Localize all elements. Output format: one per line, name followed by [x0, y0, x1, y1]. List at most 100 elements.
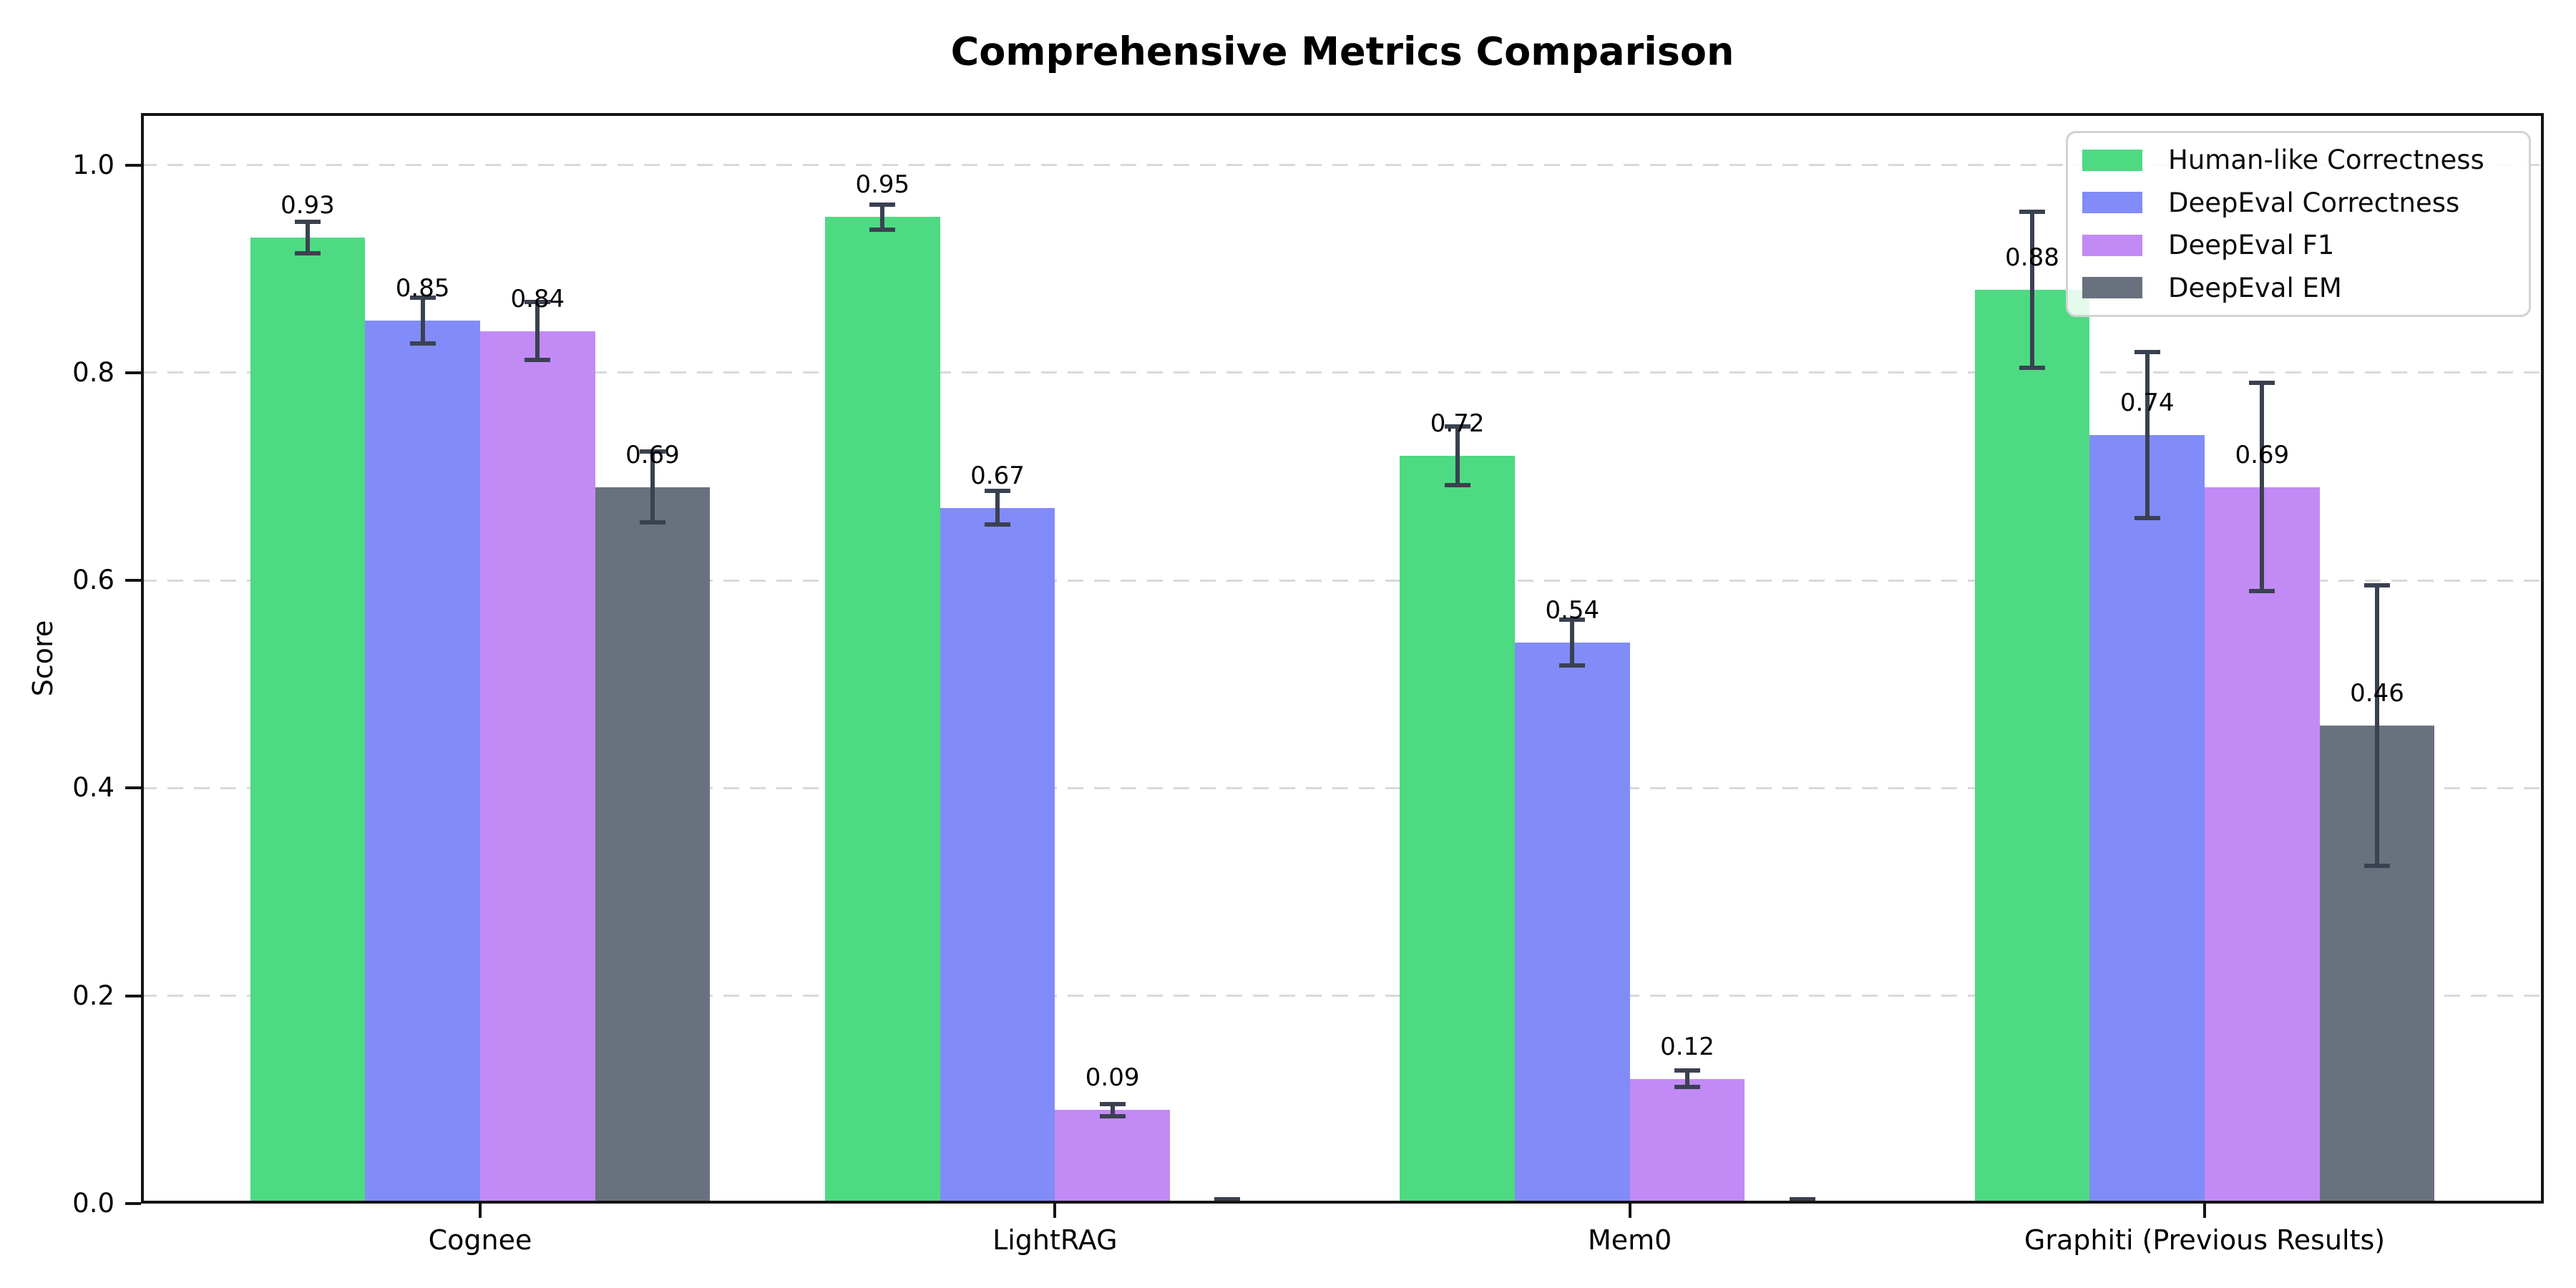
bar [250, 238, 366, 1204]
bar-value-label: 0.84 [510, 284, 565, 313]
bar [940, 507, 1055, 1204]
plot-area: 0.93 0.85 0.84 0.69 0.95 0.67 0.09 0.72 0.54 0.12… [141, 113, 2544, 1204]
y-tick-label: 0.6 [72, 565, 114, 596]
error-bar-cap-bottom [2249, 588, 2275, 593]
legend-swatch [2082, 277, 2142, 299]
y-tick-label: 0.0 [72, 1188, 114, 1219]
bar [365, 321, 480, 1204]
error-bar-cap-bottom [2134, 516, 2160, 521]
top-spine [141, 113, 2544, 116]
bar [595, 487, 711, 1204]
error-bar-cap-bottom [1674, 1085, 1700, 1090]
bar [2205, 487, 2320, 1204]
error-bar-cap-bottom [294, 250, 321, 255]
bar-value-label: 0.93 [280, 191, 335, 220]
bar-value-label: 0.74 [2119, 388, 2175, 417]
gridline [141, 786, 2544, 789]
error-bar-cap-top [2019, 209, 2046, 214]
bar [1515, 643, 1630, 1204]
bar [479, 331, 595, 1204]
x-tick-mark [2203, 1204, 2207, 1218]
y-tick-mark [125, 786, 141, 790]
error-bar-line [305, 222, 310, 253]
y-axis-label: Score [27, 620, 59, 697]
error-bar-cap-top [2364, 583, 2391, 588]
error-bar-line [995, 491, 1000, 525]
bar-value-label: 0.69 [625, 440, 680, 469]
y-tick-mark [125, 579, 141, 582]
legend-swatch [2082, 192, 2142, 214]
bar-value-label: 0.69 [2235, 440, 2290, 469]
error-bar-line [2030, 211, 2035, 368]
error-bar-cap-bottom [1559, 663, 1586, 668]
chart-title: Comprehensive Metrics Comparison [950, 29, 1735, 74]
bar-value-label: 0.95 [855, 170, 910, 200]
error-bar-cap-top [525, 300, 551, 305]
x-tick-label: Cognee [428, 1224, 532, 1256]
bar-value-label: 0.46 [2350, 679, 2404, 708]
error-bar-cap-bottom [869, 227, 896, 232]
legend-item: DeepEval F1 [2068, 230, 2529, 260]
error-bar-cap-top [639, 449, 665, 454]
y-tick-label: 1.0 [72, 149, 114, 180]
legend-item: DeepEval EM [2068, 273, 2529, 303]
legend-item: Human-like Correctness [2068, 145, 2529, 175]
y-tick-mark [125, 1202, 141, 1205]
legend-label: Human-like Correctness [2168, 145, 2484, 176]
error-bar-cap-bottom [639, 519, 665, 525]
bar-value-label: 0.88 [2005, 243, 2059, 272]
gridline [141, 371, 2544, 374]
y-tick-label: 0.8 [72, 356, 114, 388]
error-bar-cap-top [1559, 618, 1586, 623]
error-bar-line [1570, 620, 1575, 666]
error-bar-cap-bottom [2019, 365, 2046, 370]
x-tick-label: LightRAG [992, 1224, 1118, 1256]
error-bar-cap-bottom [525, 358, 551, 363]
left-spine [141, 113, 144, 1204]
error-bar-cap-bottom [2364, 864, 2391, 869]
error-bar-line [1455, 426, 1460, 485]
bar [824, 217, 940, 1204]
y-tick-mark [125, 163, 141, 167]
legend-label: DeepEval Correctness [2168, 187, 2460, 218]
bar [1974, 289, 2090, 1204]
x-tick-mark [1053, 1204, 1057, 1218]
y-tick-label: 0.4 [72, 772, 114, 804]
error-bar-line [2260, 383, 2265, 591]
error-bar-cap-top [1099, 1101, 1126, 1106]
y-tick-mark [125, 371, 141, 374]
error-bar-line [1110, 1103, 1115, 1117]
legend-swatch [2082, 234, 2142, 256]
error-bar-cap-bottom [984, 522, 1010, 527]
error-bar-cap-top [1674, 1068, 1700, 1073]
bar [2089, 434, 2205, 1204]
error-bar-cap-top [409, 296, 436, 301]
error-bar-cap-top [1214, 1197, 1241, 1202]
x-tick-label: Mem0 [1587, 1224, 1672, 1256]
legend: Human-like Correctness DeepEval Correctne… [2066, 131, 2531, 317]
gridline [141, 164, 2544, 167]
error-bar-cap-top [2134, 349, 2160, 354]
bar-value-label: 0.12 [1660, 1032, 1714, 1061]
error-bar-cap-bottom [1099, 1114, 1126, 1119]
legend-item: DeepEval Correctness [2068, 187, 2529, 218]
x-tick-label: Graphiti (Previous Results) [2024, 1224, 2386, 1256]
right-spine [2541, 113, 2544, 1204]
y-tick-mark [125, 994, 141, 997]
bar-value-label: 0.67 [970, 461, 1025, 490]
bar-value-label: 0.72 [1430, 409, 1485, 438]
bar-value-label: 0.85 [395, 274, 450, 303]
error-bar-line [535, 302, 540, 361]
bar [1400, 455, 1515, 1204]
x-tick-mark [478, 1204, 482, 1218]
error-bar-cap-bottom [1444, 482, 1470, 487]
y-tick-label: 0.2 [72, 980, 114, 1011]
bottom-spine [141, 1201, 2544, 1204]
legend-label: DeepEval F1 [2168, 230, 2335, 261]
bar-value-label: 0.54 [1545, 596, 1600, 625]
bar-value-label: 0.09 [1085, 1063, 1140, 1093]
error-bar-cap-top [1444, 424, 1470, 429]
bar [1629, 1078, 1745, 1204]
error-bar-cap-top [294, 220, 321, 225]
